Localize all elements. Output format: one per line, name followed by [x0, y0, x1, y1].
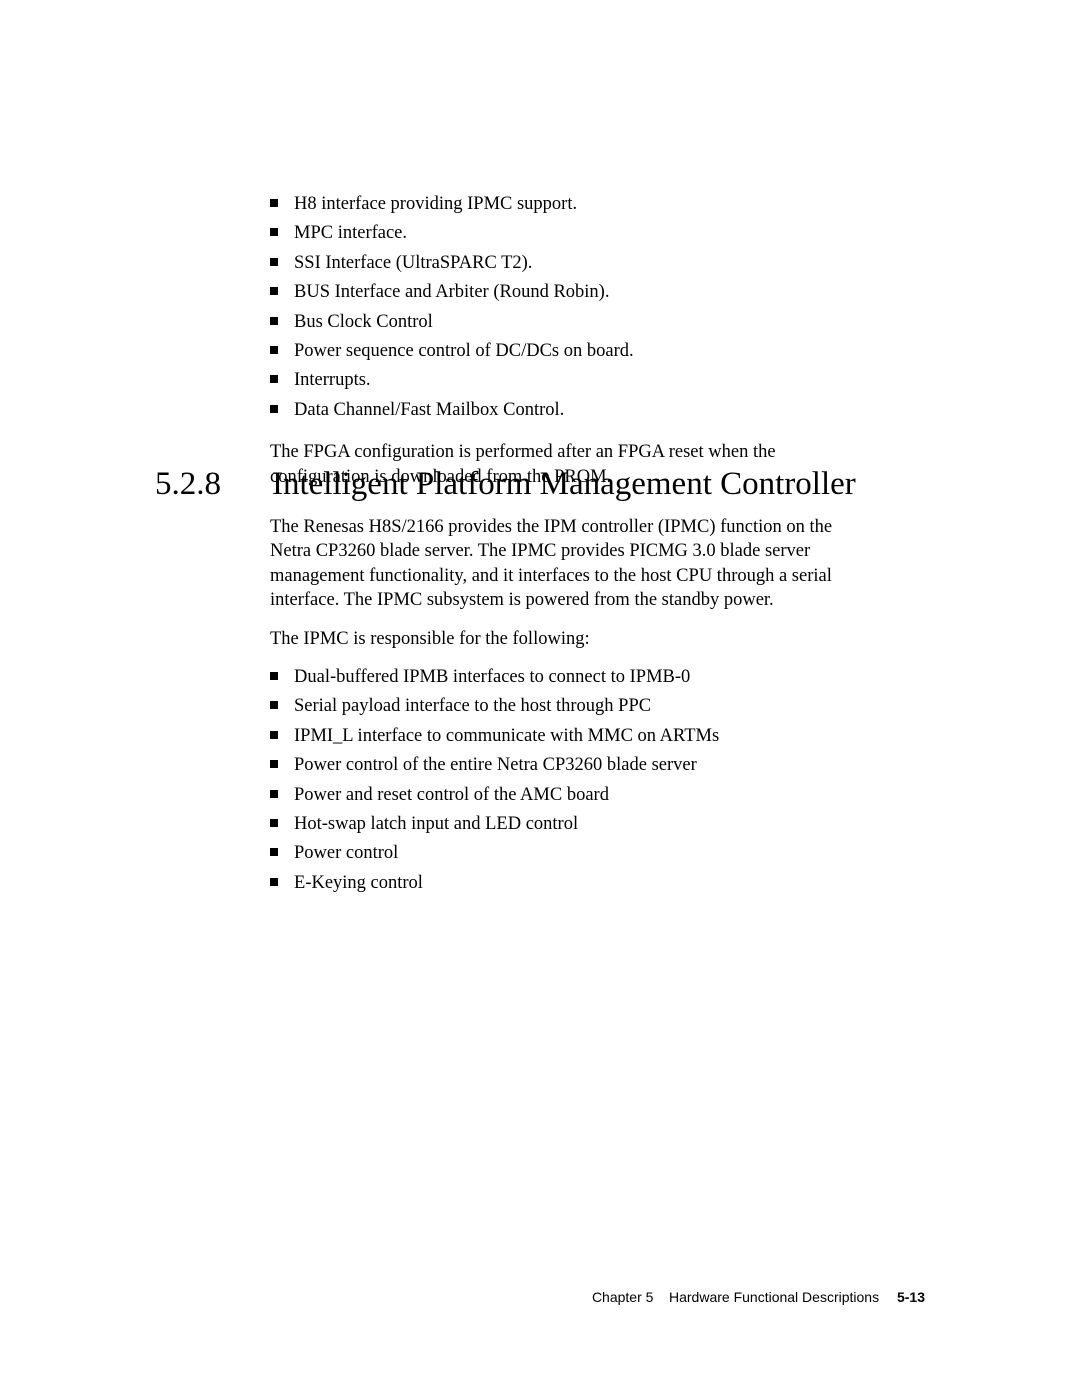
list-item: Power sequence control of DC/DCs on boar… — [270, 339, 870, 363]
list-item: Dual-buffered IPMB interfaces to connect… — [270, 665, 870, 689]
list-item: E-Keying control — [270, 871, 870, 895]
paragraph-ipmc-responsible: The IPMC is responsible for the followin… — [270, 627, 870, 651]
footer-page-number: 5-13 — [897, 1289, 925, 1305]
section-heading-row: 5.2.8 Intelligent Platform Management Co… — [155, 466, 915, 503]
list-item: Hot-swap latch input and LED control — [270, 812, 870, 836]
list-item: H8 interface providing IPMC support. — [270, 192, 870, 216]
section-title: Intelligent Platform Management Controll… — [272, 466, 856, 503]
list-item: Power control — [270, 841, 870, 865]
list-item: Interrupts. — [270, 368, 870, 392]
document-page: H8 interface providing IPMC support. MPC… — [0, 0, 1080, 1397]
list-item: Power and reset control of the AMC board — [270, 783, 870, 807]
list-item: SSI Interface (UltraSPARC T2). — [270, 251, 870, 275]
footer-chapter-label: Chapter 5 — [592, 1289, 653, 1305]
paragraph-ipmc-description: The Renesas H8S/2166 provides the IPM co… — [270, 515, 870, 613]
upper-content-block: H8 interface providing IPMC support. MPC… — [270, 192, 870, 489]
feature-list-1: H8 interface providing IPMC support. MPC… — [270, 192, 870, 422]
footer-chapter-title: Hardware Functional Descriptions — [669, 1289, 879, 1305]
list-item: Power control of the entire Netra CP3260… — [270, 753, 870, 777]
list-item: Data Channel/Fast Mailbox Control. — [270, 398, 870, 422]
list-item: MPC interface. — [270, 221, 870, 245]
section-number: 5.2.8 — [155, 466, 268, 503]
list-item: Serial payload interface to the host thr… — [270, 694, 870, 718]
feature-list-2: Dual-buffered IPMB interfaces to connect… — [270, 665, 870, 895]
list-item: BUS Interface and Arbiter (Round Robin). — [270, 280, 870, 304]
section-body: The Renesas H8S/2166 provides the IPM co… — [270, 515, 870, 900]
list-item: Bus Clock Control — [270, 310, 870, 334]
page-footer: Chapter 5 Hardware Functional Descriptio… — [592, 1289, 925, 1305]
list-item: IPMI_L interface to communicate with MMC… — [270, 724, 870, 748]
